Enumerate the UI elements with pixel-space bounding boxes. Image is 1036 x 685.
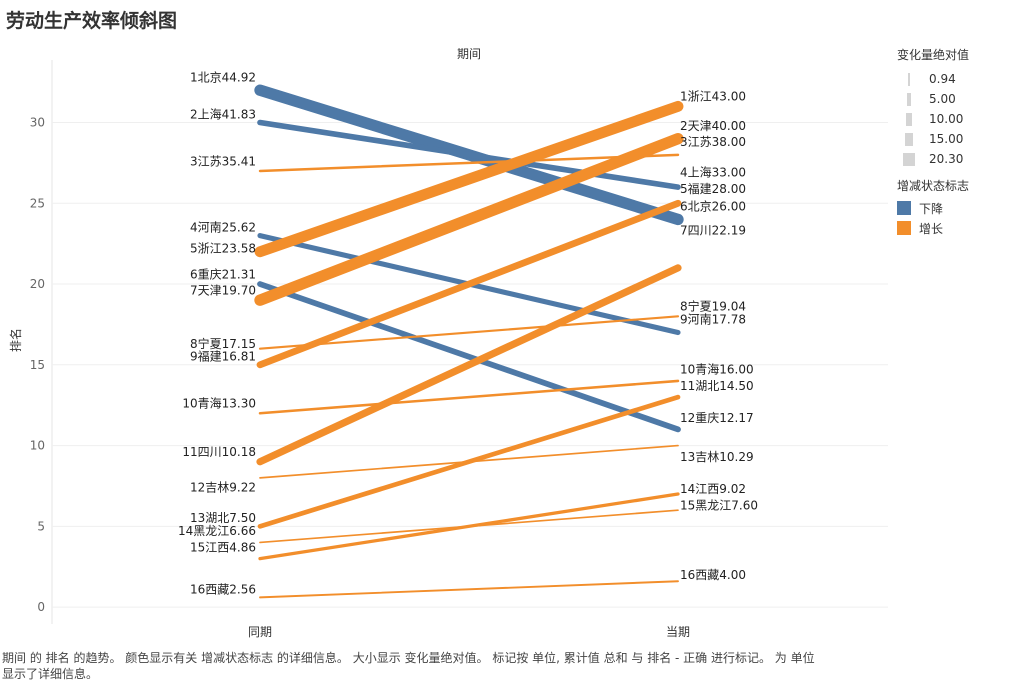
right-data-label: 9河南17.78 [680, 312, 746, 327]
series-line [258, 492, 680, 561]
right-data-label: 7四川22.19 [680, 224, 746, 238]
right-data-label: 8宁夏19.04 [680, 299, 746, 314]
series-line [258, 379, 680, 415]
series-line [256, 199, 682, 369]
color-legend-item: 下降 [897, 198, 969, 218]
x-tick-label: 同期 [248, 625, 272, 639]
left-data-label: 11四川10.18 [182, 445, 256, 459]
left-data-label: 16西藏2.56 [190, 582, 256, 596]
right-data-label: 16西藏4.00 [680, 568, 746, 582]
column-header: 期间 [457, 47, 481, 61]
left-data-label: 12吉林9.22 [190, 481, 256, 495]
right-data-label: 1浙江43.00 [680, 90, 746, 104]
size-legend-item: 20.30 [897, 149, 969, 169]
series-line [254, 100, 684, 258]
right-data-label: 12重庆12.17 [680, 411, 754, 425]
size-legend-item: 5.00 [897, 89, 969, 109]
data-labels: 1北京44.92 2上海41.83 3江苏35.41 4河南25.62 5浙江23.58… [178, 70, 758, 596]
right-data-label: 13吉林10.29 [680, 450, 754, 464]
right-data-label: 4上海33.00 [680, 165, 746, 180]
y-tick-label: 0 [37, 600, 45, 614]
right-data-label: 5福建28.00 [680, 181, 746, 196]
series-line [254, 133, 684, 306]
y-tick-label: 15 [30, 358, 45, 372]
y-tick-label: 10 [30, 439, 45, 453]
series-line [257, 394, 681, 529]
y-tick-label: 30 [30, 116, 45, 130]
right-data-label: 10青海16.00 [680, 362, 754, 377]
left-data-label: 13湖北7.50 [190, 510, 256, 525]
series-line [258, 153, 680, 173]
left-data-label: 6重庆21.31 [190, 267, 256, 281]
size-legend-title: 变化量绝对值 [897, 48, 970, 62]
right-data-label: 3江苏38.00 [680, 135, 746, 149]
color-legend: 下降 增长 [897, 198, 969, 238]
series-line [259, 580, 679, 599]
left-data-label: 7天津19.70 [190, 284, 256, 298]
size-legend-item: 10.00 [897, 109, 969, 129]
color-legend-title: 增减状态标志 [897, 179, 970, 193]
left-data-label: 2上海41.83 [190, 106, 256, 121]
left-data-label: 10青海13.30 [182, 396, 256, 411]
legend: 变化量绝对值 0.94 5.00 10.00 15.00 20.30 增减状态标志 下降… [897, 46, 969, 238]
series-line [258, 315, 680, 350]
series-line [257, 119, 681, 190]
size-legend-item: 0.94 [897, 69, 969, 89]
y-tick-label: 5 [37, 519, 45, 533]
left-data-label: 5浙江23.58 [190, 242, 256, 256]
color-legend-item: 增长 [897, 218, 969, 238]
y-tick-label: 20 [30, 277, 45, 291]
chart-title: 劳动生产效率倾斜图 [6, 10, 178, 32]
left-data-label: 15江西4.86 [190, 540, 256, 554]
right-data-label: 6北京26.00 [680, 200, 746, 214]
series-line [256, 264, 682, 466]
series-line [257, 281, 681, 433]
gridlines [51, 60, 888, 624]
size-legend-item: 15.00 [897, 129, 969, 149]
left-data-label: 4河南25.62 [190, 220, 256, 235]
left-data-label: 14黑龙江6.66 [178, 524, 256, 538]
right-data-label: 11湖北14.50 [680, 378, 754, 393]
right-data-label: 14江西9.02 [680, 482, 746, 496]
x-tick-label: 当期 [666, 625, 690, 639]
chart-caption: 期间 的 排名 的趋势。 颜色显示有关 增减状态标志 的详细信息。 大小显示 变… [2, 651, 815, 681]
series-lines [254, 84, 684, 599]
y-axis: 0 5 10 15 20 25 30 [30, 116, 45, 615]
y-tick-label: 25 [30, 196, 45, 210]
right-data-label: 2天津40.00 [680, 119, 746, 133]
left-data-label: 8宁夏17.15 [190, 336, 256, 351]
left-data-label: 1北京44.92 [190, 70, 256, 84]
x-axis: 同期 当期 [248, 625, 690, 639]
left-data-label: 9福建16.81 [190, 349, 256, 364]
y-axis-label: 排名 [8, 328, 23, 352]
size-legend: 0.94 5.00 10.00 15.00 20.30 [897, 69, 969, 169]
right-data-label: 15黑龙江7.60 [680, 498, 758, 512]
left-data-label: 3江苏35.41 [190, 154, 256, 168]
